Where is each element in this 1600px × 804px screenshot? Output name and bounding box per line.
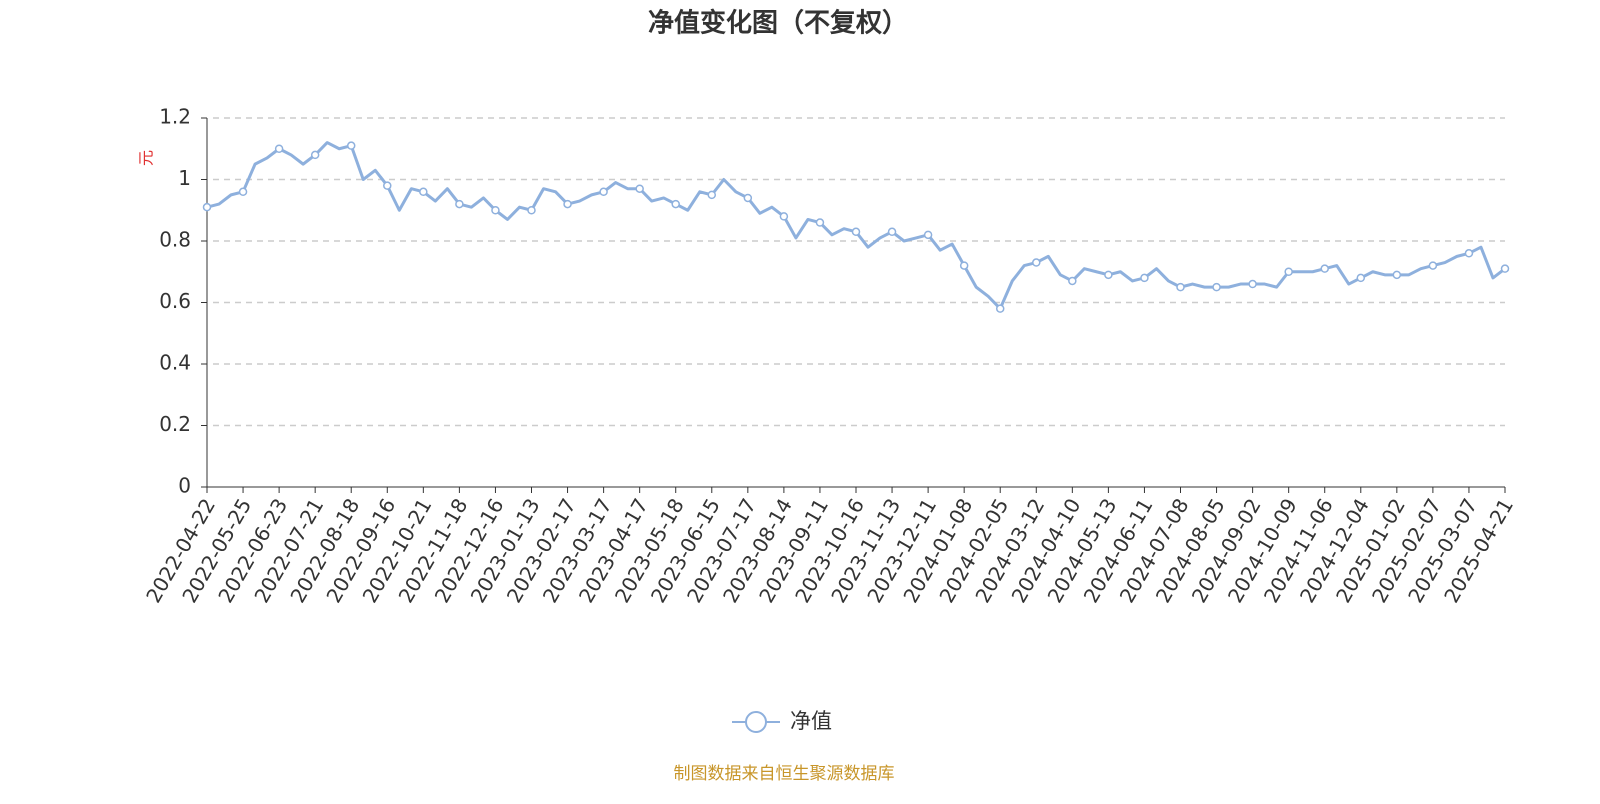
line — [206, 141, 1506, 311]
y-tick-label: 0.4 — [159, 351, 191, 375]
point — [851, 227, 861, 237]
point — [887, 227, 897, 237]
point — [383, 181, 392, 190]
point — [779, 212, 789, 221]
legend-marker — [745, 711, 767, 733]
point — [959, 261, 969, 270]
legend-label: 净值 — [790, 709, 832, 733]
y-tick-label: 1 — [178, 166, 191, 190]
point — [1140, 273, 1149, 283]
point — [599, 187, 608, 197]
point — [455, 199, 464, 209]
point — [815, 218, 825, 227]
point — [1428, 261, 1438, 270]
point — [1356, 273, 1366, 283]
point — [1176, 282, 1185, 292]
point — [238, 187, 248, 197]
point — [1500, 264, 1510, 273]
y-tick-label: 0.6 — [159, 289, 191, 313]
point — [1392, 270, 1402, 280]
chart-title: 净值变化图（不复权） — [648, 8, 908, 39]
point — [1212, 282, 1221, 292]
y-tick-label: 0.8 — [159, 228, 191, 252]
y-tick-label: 0 — [178, 474, 191, 498]
point — [1104, 270, 1113, 280]
point — [527, 206, 536, 215]
y-tick-label: 0.2 — [159, 412, 191, 436]
point — [1284, 267, 1293, 276]
point — [274, 144, 284, 153]
point — [346, 141, 356, 150]
point — [671, 199, 680, 209]
point — [1068, 276, 1077, 286]
point — [1032, 258, 1041, 267]
point — [635, 184, 644, 193]
point — [707, 190, 717, 200]
point — [419, 187, 428, 197]
point — [310, 150, 320, 160]
y-axis-label: 元 — [137, 150, 156, 166]
point — [491, 206, 500, 215]
footer: 制图数据来自恒生聚源数据库 — [674, 764, 895, 784]
point — [1464, 249, 1474, 258]
point — [563, 199, 572, 209]
point — [1320, 264, 1329, 273]
point — [923, 230, 933, 240]
point — [202, 202, 212, 212]
y-tick-label: 1.2 — [159, 105, 191, 129]
point — [995, 304, 1005, 313]
point — [1248, 279, 1257, 289]
point — [743, 193, 753, 203]
